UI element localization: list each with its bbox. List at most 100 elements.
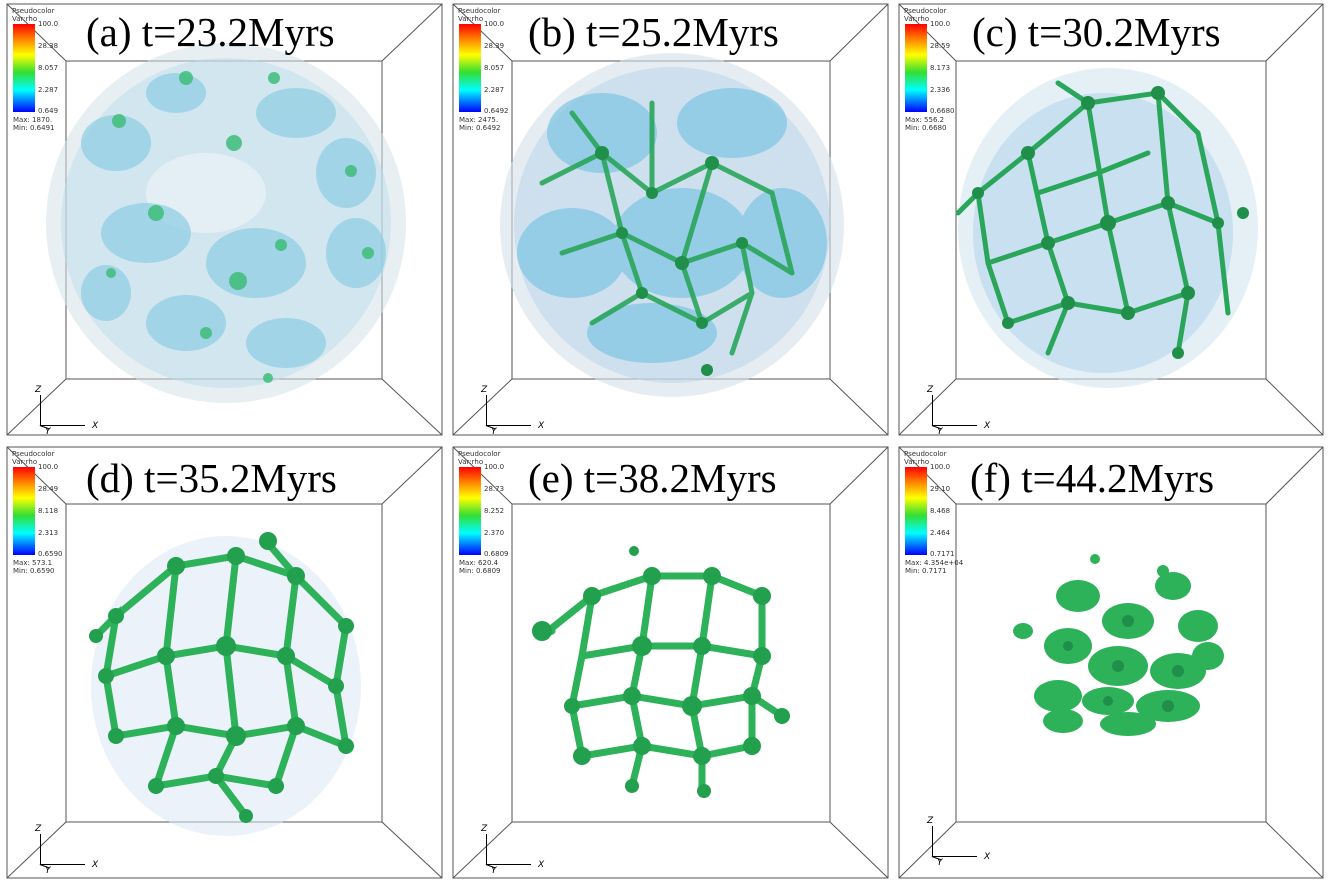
- axis-x-label: X: [538, 421, 545, 431]
- legend-tick: 8.252: [484, 507, 505, 515]
- legend-tick: 8.468: [930, 507, 951, 515]
- axis-y-label: Y: [937, 858, 943, 868]
- density-render: [955, 68, 1258, 388]
- axis-z-label: Z: [481, 824, 488, 834]
- legend-variable: Var:rho: [904, 458, 930, 466]
- legend-tick: 2.464: [930, 529, 951, 537]
- legend-tick: 0.6680: [930, 107, 955, 115]
- axis-y-label: Y: [45, 866, 51, 876]
- legend-min: Min: 0.6491: [13, 124, 55, 132]
- legend-max: Max: 620.4: [459, 559, 499, 567]
- color-legend: Pseudocolor Var:rho 100.0 28.49 8.118 2.…: [12, 450, 72, 600]
- legend-tick: 8.057: [38, 64, 59, 72]
- density-render: [500, 53, 844, 397]
- legend-tick: 0.649: [38, 107, 59, 115]
- legend-tick: 2.287: [484, 86, 505, 94]
- axis-triad: Z Y X: [924, 816, 1004, 868]
- panel-title: (c) t=30.2Myrs: [972, 9, 1221, 55]
- legend-variable: Var:rho: [12, 458, 38, 466]
- legend-max: Max: 573.1: [13, 559, 53, 567]
- legend-tick: 8.173: [930, 64, 951, 72]
- legend-tick: 100.0: [38, 20, 59, 28]
- legend-tick: 29.10: [930, 485, 951, 493]
- legend-header: Pseudocolor: [904, 7, 947, 15]
- axis-y-label: Y: [491, 866, 497, 876]
- legend-variable: Var:rho: [12, 15, 38, 23]
- legend-min: Min: 0.6492: [459, 124, 501, 132]
- axis-x-label: X: [92, 860, 99, 870]
- legend-tick: 0.6590: [38, 550, 63, 558]
- legend-header: Pseudocolor: [12, 7, 55, 15]
- axis-y-label: Y: [937, 427, 943, 437]
- legend-header: Pseudocolor: [458, 450, 501, 458]
- colorbar: [13, 467, 35, 555]
- legend-tick: 2.370: [484, 529, 505, 537]
- legend-tick: 0.7171: [930, 550, 955, 558]
- legend-tick: 100.0: [484, 20, 505, 28]
- legend-tick: 8.118: [38, 507, 59, 515]
- density-render: [1013, 554, 1224, 736]
- color-legend: Pseudocolor Var:rho 100.0 29.10 8.468 2.…: [904, 450, 964, 600]
- legend-header: Pseudocolor: [458, 7, 501, 15]
- density-render: [46, 43, 406, 403]
- axis-triad: Z Y X: [924, 385, 1004, 437]
- colorbar: [459, 24, 481, 112]
- legend-max: Max: 4.354e+04: [905, 559, 964, 567]
- legend-max: Max: 1870.: [13, 116, 53, 124]
- panel-c: (c) t=30.2Myrs Pseudocolor Var:rho 100.0…: [898, 3, 1330, 437]
- axis-x-label: X: [538, 860, 545, 870]
- color-legend: Pseudocolor Var:rho 100.0 28.73 8.252 2.…: [458, 450, 518, 600]
- axis-triad: Z Y X: [478, 385, 558, 437]
- axis-x-label: X: [984, 421, 991, 431]
- colorbar: [905, 24, 927, 112]
- axis-x-label: X: [92, 421, 99, 431]
- density-render: [89, 532, 361, 836]
- legend-tick: 2.287: [38, 86, 59, 94]
- legend-tick: 28.49: [38, 485, 59, 493]
- bounding-box: [452, 446, 889, 879]
- legend-tick: 100.0: [930, 463, 951, 471]
- panel-f: (f) t=44.2Myrs Pseudocolor Var:rho 100.0…: [898, 446, 1330, 879]
- axis-z-label: Z: [927, 385, 934, 395]
- legend-variable: Var:rho: [904, 15, 930, 23]
- legend-max: Max: 556.2: [905, 116, 945, 124]
- panel-title: (f) t=44.2Myrs: [970, 455, 1215, 501]
- axis-z-label: Z: [35, 385, 42, 395]
- axis-triad: Z Y X: [32, 824, 112, 876]
- bounding-box: [898, 446, 1324, 879]
- legend-max: Max: 2475.: [459, 116, 499, 124]
- axis-y-label: Y: [45, 427, 51, 437]
- legend-tick: 0.6809: [484, 550, 509, 558]
- legend-tick: 100.0: [484, 463, 505, 471]
- legend-min: Min: 0.6590: [13, 567, 55, 575]
- legend-tick: 0.6492: [484, 107, 509, 115]
- panel-d: (d) t=35.2Myrs Pseudocolor Var:rho 100.0…: [6, 446, 443, 879]
- axis-triad: Z Y X: [478, 824, 558, 876]
- legend-tick: 2.336: [930, 86, 951, 94]
- legend-tick: 2.313: [38, 529, 59, 537]
- color-legend: Pseudocolor Var:rho 100.0 28.59 8.173 2.…: [904, 7, 964, 157]
- axis-z-label: Z: [481, 385, 488, 395]
- legend-variable: Var:rho: [458, 458, 484, 466]
- colorbar: [459, 467, 481, 555]
- axis-z-label: Z: [35, 824, 42, 834]
- legend-min: Min: 0.6809: [459, 567, 501, 575]
- legend-tick: 28.59: [930, 42, 951, 50]
- density-render: [532, 546, 790, 798]
- legend-min: Min: 0.6680: [905, 124, 947, 132]
- colorbar: [905, 467, 927, 555]
- color-legend: Pseudocolor Var:rho 100.0 28.39 8.057 2.…: [458, 7, 518, 157]
- legend-tick: 28.38: [38, 42, 59, 50]
- colorbar: [13, 24, 35, 112]
- axis-x-label: X: [984, 852, 991, 862]
- legend-tick: 100.0: [38, 463, 59, 471]
- color-legend: Pseudocolor Var:rho 100.0 28.38 8.057 2.…: [12, 7, 72, 157]
- panel-a: (a) t=23.2Myrs Pseudocolor Var:rho 100.0…: [6, 3, 443, 437]
- panel-b: (b) t=25.2Myrs Pseudocolor Var:rho 100.0…: [452, 3, 889, 437]
- legend-tick: 8.057: [484, 64, 505, 72]
- axis-z-label: Z: [927, 816, 934, 826]
- legend-header: Pseudocolor: [904, 450, 947, 458]
- panel-title: (b) t=25.2Myrs: [528, 9, 779, 55]
- panel-title: (a) t=23.2Myrs: [86, 9, 335, 55]
- legend-variable: Var:rho: [458, 15, 484, 23]
